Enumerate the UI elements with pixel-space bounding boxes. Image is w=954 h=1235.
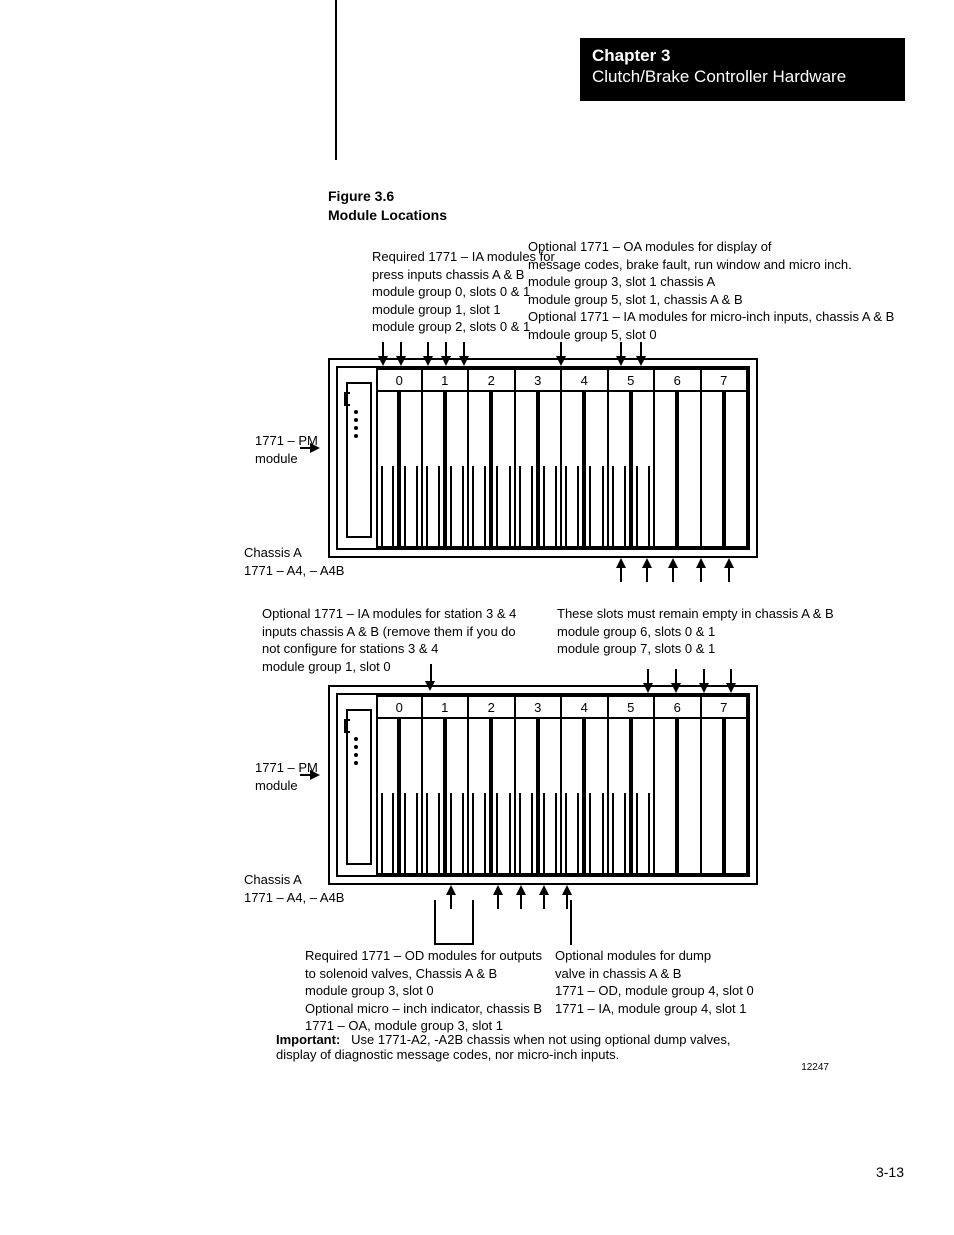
arrow-up-icon bbox=[724, 558, 734, 568]
arrow-down-icon bbox=[556, 356, 566, 366]
leader-line bbox=[434, 943, 474, 945]
label-chassis-1: Chassis A 1771 – A4, – A4B bbox=[244, 544, 344, 579]
arrow-up-icon bbox=[539, 885, 549, 895]
arrow-stem bbox=[497, 893, 499, 909]
note-empty-slots: These slots must remain empty in chassis… bbox=[557, 605, 834, 658]
arrow-up-icon bbox=[616, 558, 626, 568]
arrow-down-icon bbox=[423, 356, 433, 366]
leader-line bbox=[472, 900, 474, 945]
arrow-stem bbox=[300, 774, 312, 776]
arrow-up-icon bbox=[696, 558, 706, 568]
note-required-od: Required 1771 – OD modules for outputs t… bbox=[305, 947, 542, 1035]
figure-caption: Module Locations bbox=[328, 207, 447, 223]
note-dump-valve: Optional modules for dump valve in chass… bbox=[555, 947, 754, 1017]
arrow-down-icon bbox=[643, 683, 653, 693]
label-chassis-2: Chassis A 1771 – A4, – A4B bbox=[244, 871, 344, 906]
arrow-up-icon bbox=[493, 885, 503, 895]
figure-id: 12247 bbox=[801, 1062, 829, 1073]
arrow-down-icon bbox=[396, 356, 406, 366]
arrow-down-icon bbox=[616, 356, 626, 366]
arrow-down-icon bbox=[671, 683, 681, 693]
page-number: 3-13 bbox=[876, 1164, 904, 1180]
important-text: Use 1771-A2, -A2B chassis when not using… bbox=[276, 1032, 731, 1062]
note-optional-oa: Optional 1771 – OA modules for display o… bbox=[528, 238, 894, 343]
leader-line bbox=[570, 900, 572, 945]
note-station-34: Optional 1771 – IA modules for station 3… bbox=[262, 605, 516, 675]
arrow-up-icon bbox=[516, 885, 526, 895]
chapter-number: Chapter 3 bbox=[592, 46, 905, 66]
chapter-title: Clutch/Brake Controller Hardware bbox=[592, 67, 905, 87]
arrow-down-icon bbox=[699, 683, 709, 693]
arrow-down-icon bbox=[726, 683, 736, 693]
figure-number: Figure 3.6 bbox=[328, 188, 394, 204]
important-label: Important: bbox=[276, 1032, 340, 1047]
arrow-stem bbox=[728, 566, 730, 582]
arrow-up-icon bbox=[562, 885, 572, 895]
chapter-header: Chapter 3 Clutch/Brake Controller Hardwa… bbox=[580, 38, 905, 101]
label-pm-2: 1771 – PM module bbox=[255, 759, 318, 794]
leader-line bbox=[434, 900, 436, 945]
arrow-down-icon bbox=[425, 681, 435, 691]
arrow-stem bbox=[543, 893, 545, 909]
arrow-up-icon bbox=[642, 558, 652, 568]
arrow-stem bbox=[566, 893, 568, 909]
arrow-down-icon bbox=[441, 356, 451, 366]
arrow-down-icon bbox=[378, 356, 388, 366]
page: Chapter 3 Clutch/Brake Controller Hardwa… bbox=[0, 0, 954, 1235]
arrow-up-icon bbox=[668, 558, 678, 568]
arrow-stem bbox=[620, 566, 622, 582]
arrow-stem bbox=[646, 566, 648, 582]
arrow-down-icon bbox=[459, 356, 469, 366]
vertical-divider bbox=[335, 0, 337, 160]
figure-title: Figure 3.6 Module Locations bbox=[328, 187, 447, 225]
arrow-up-icon bbox=[446, 885, 456, 895]
important-note: Important: Use 1771-A2, -A2B chassis whe… bbox=[276, 1032, 876, 1062]
arrow-stem bbox=[672, 566, 674, 582]
arrow-down-icon bbox=[636, 356, 646, 366]
arrow-stem bbox=[700, 566, 702, 582]
arrow-stem bbox=[520, 893, 522, 909]
arrow-stem bbox=[300, 447, 312, 449]
arrow-stem bbox=[450, 893, 452, 909]
label-pm-1: 1771 – PM module bbox=[255, 432, 318, 467]
